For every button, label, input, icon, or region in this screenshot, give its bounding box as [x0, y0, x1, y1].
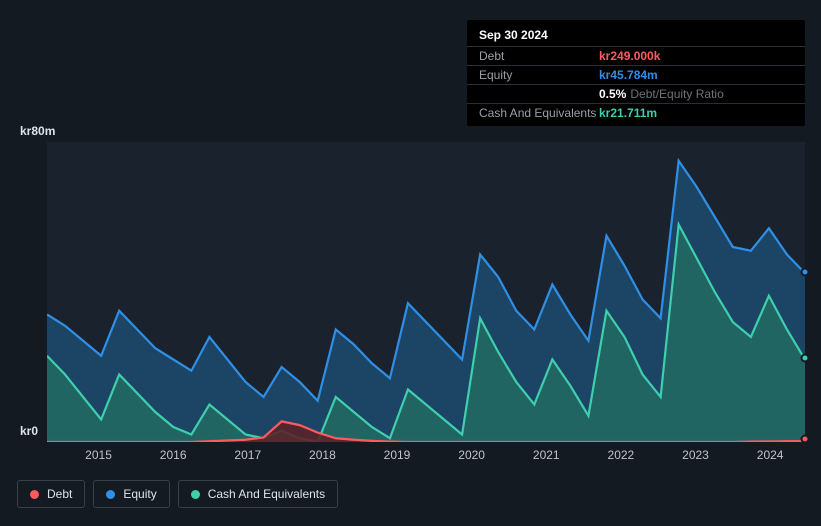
chart-legend[interactable]: Debt Equity Cash And Equivalents: [17, 480, 338, 508]
chart-area: [17, 142, 805, 442]
x-axis-tick: 2016: [160, 448, 187, 462]
tooltip-row: Equitykr45.784m: [467, 65, 805, 84]
tooltip-date: Sep 30 2024: [467, 24, 805, 46]
legend-swatch: [30, 490, 39, 499]
y-axis-label: kr80m: [20, 124, 55, 138]
x-axis-tick: 2023: [682, 448, 709, 462]
x-axis-tick: 2019: [384, 448, 411, 462]
x-axis-tick: 2015: [85, 448, 112, 462]
tooltip-row-label: Cash And Equivalents: [479, 106, 599, 120]
legend-label: Equity: [123, 487, 156, 501]
tooltip-row-label: [479, 87, 599, 101]
tooltip-row-sublabel: Debt/Equity Ratio: [630, 87, 723, 101]
series-endpoint-equity: [801, 268, 810, 277]
x-axis-tick: 2017: [234, 448, 261, 462]
series-endpoint-debt: [801, 435, 810, 444]
legend-label: Debt: [47, 487, 72, 501]
x-axis-tick: 2022: [608, 448, 635, 462]
legend-swatch: [191, 490, 200, 499]
x-axis-tick: 2024: [757, 448, 784, 462]
legend-swatch: [106, 490, 115, 499]
legend-item-cash-and-equivalents[interactable]: Cash And Equivalents: [178, 480, 338, 508]
chart-svg: [47, 142, 805, 442]
tooltip-row: Cash And Equivalentskr21.711m: [467, 103, 805, 122]
x-axis-tick: 2020: [458, 448, 485, 462]
tooltip-rows: Debtkr249.000kEquitykr45.784m0.5%Debt/Eq…: [467, 46, 805, 122]
tooltip-row-label: Equity: [479, 68, 599, 82]
series-endpoint-cash-and-equivalents: [801, 354, 810, 363]
x-axis-tick: 2018: [309, 448, 336, 462]
x-axis-tick: 2021: [533, 448, 560, 462]
tooltip-row-value: kr21.711m: [599, 106, 657, 120]
tooltip-row: 0.5% Debt/Equity Ratio: [467, 84, 805, 103]
legend-item-equity[interactable]: Equity: [93, 480, 169, 508]
legend-label: Cash And Equivalents: [208, 487, 325, 501]
tooltip-row-value: 0.5%: [599, 87, 626, 101]
tooltip-row-label: Debt: [479, 49, 599, 63]
legend-item-debt[interactable]: Debt: [17, 480, 85, 508]
tooltip-row-value: kr249.000k: [599, 49, 660, 63]
tooltip-row-value: kr45.784m: [599, 68, 658, 82]
chart-tooltip: Sep 30 2024 Debtkr249.000kEquitykr45.784…: [467, 20, 805, 126]
tooltip-row: Debtkr249.000k: [467, 46, 805, 65]
